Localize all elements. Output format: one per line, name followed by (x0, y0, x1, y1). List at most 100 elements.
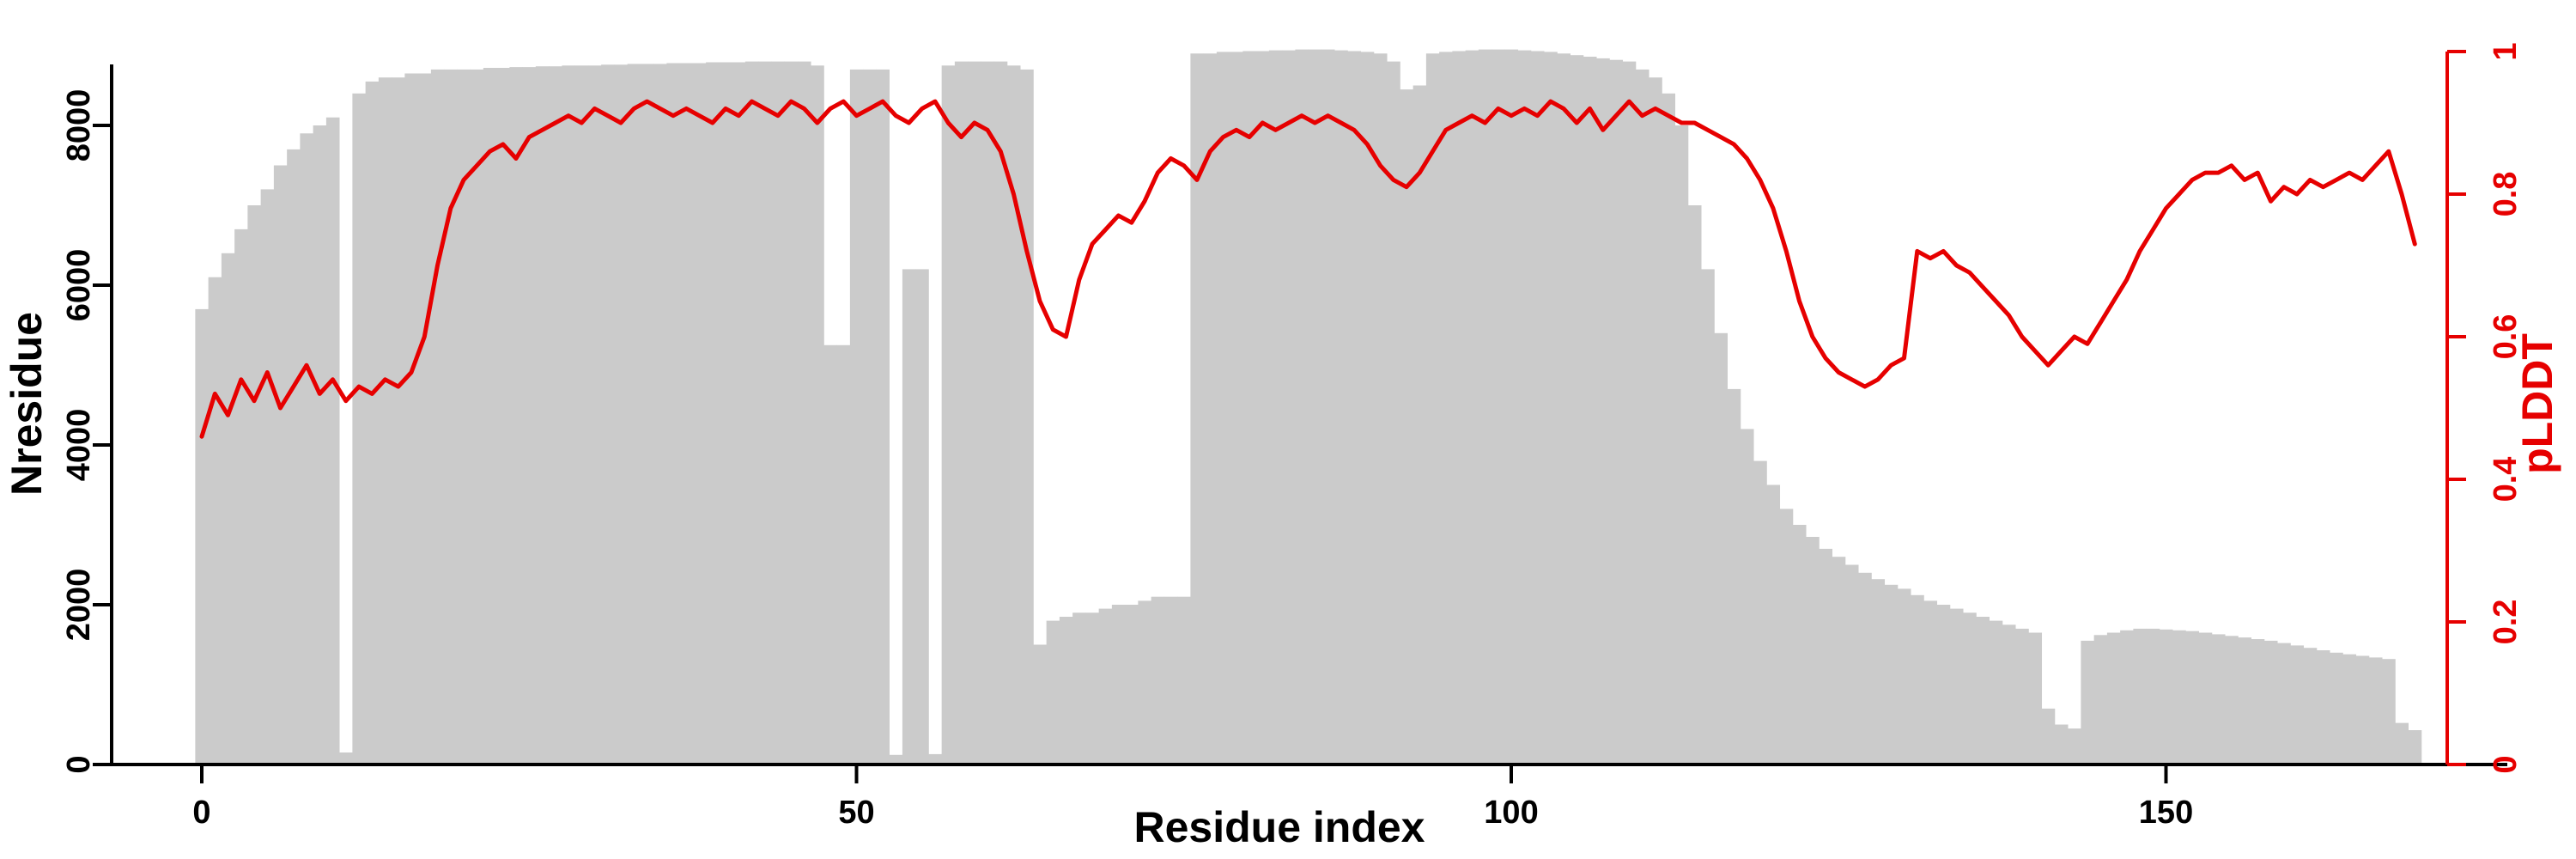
nresidue-bar (300, 133, 314, 765)
nresidue-bars (195, 49, 2422, 765)
nresidue-bar (2395, 722, 2409, 765)
nresidue-bar (1753, 460, 1767, 765)
nresidue-bar (666, 63, 681, 765)
nresidue-bar (1832, 557, 1846, 765)
nresidue-bar (784, 61, 799, 765)
nresidue-bar (1936, 605, 1951, 765)
nresidue-bar (706, 62, 720, 765)
nresidue-bar (2211, 634, 2226, 765)
nresidue-bar (1766, 484, 1781, 765)
nresidue-bar (968, 61, 981, 765)
nresidue-bar (1701, 269, 1715, 765)
axes: 0 50 100 150 0 2000 4000 6000 8000 0 0.2 0.4 0.6 0.8 1 (61, 42, 2524, 831)
nresidue-bar (483, 68, 497, 765)
nresidue-bar (2330, 652, 2343, 765)
nresidue-bar (1504, 49, 1519, 765)
nresidue-bar (902, 269, 916, 765)
nresidue-bar (549, 66, 562, 765)
nresidue-bar (2093, 635, 2108, 765)
right-tick-label: 0.8 (2488, 172, 2524, 217)
nresidue-bar (392, 77, 405, 765)
x-tick-label: 0 (192, 795, 210, 831)
nresidue-bar (1517, 50, 1532, 765)
right-tick-label: 1 (2488, 42, 2524, 60)
nresidue-bar (2106, 632, 2121, 765)
nresidue-bar (1478, 49, 1492, 765)
nresidue-bar (1190, 53, 1205, 765)
nresidue-bar (1557, 53, 1571, 765)
x-tick-label: 150 (2139, 795, 2193, 831)
nresidue-bar (1963, 612, 1977, 765)
nresidue-bar (1308, 49, 1322, 765)
nresidue-bar (378, 77, 392, 765)
nresidue-bar (1792, 525, 1807, 765)
right-axis-title: pLDDT (2513, 333, 2561, 474)
nresidue-bar (1439, 52, 1453, 765)
nresidue-bar (941, 65, 956, 765)
nresidue-bar (2251, 639, 2265, 765)
nresidue-bar (1163, 596, 1178, 765)
nresidue-bar (719, 62, 733, 765)
nresidue-bar (1085, 612, 1100, 765)
nresidue-bar (2068, 728, 2081, 765)
nresidue-bar (889, 754, 903, 765)
plddt-line (199, 99, 2417, 439)
nresidue-bar (2159, 629, 2173, 765)
nresidue-bar (1949, 608, 1964, 765)
nresidue-bar (2225, 636, 2239, 765)
nresidue-bar (1674, 125, 1689, 765)
nresidue-bar (2028, 632, 2043, 765)
nresidue-bar (1072, 612, 1086, 765)
nresidue-bar (1255, 51, 1270, 765)
nresidue-bar (404, 73, 419, 765)
nresidue-bar (587, 65, 602, 765)
nresidue-bar (574, 65, 589, 765)
nresidue-bar (1622, 61, 1637, 765)
nresidue-bar (195, 308, 210, 765)
nresidue-bar (2316, 650, 2330, 765)
x-tick-label: 50 (838, 795, 874, 831)
nresidue-bar (2382, 659, 2396, 765)
nresidue-bar (2408, 730, 2422, 765)
nresidue-bar (981, 61, 995, 765)
left-tick-label: 4000 (61, 409, 97, 482)
nresidue-bar (653, 64, 667, 765)
nresidue-bar (2355, 655, 2370, 765)
nresidue-bar (1125, 605, 1139, 765)
nresidue-bar (1373, 53, 1388, 765)
nresidue-bar (1177, 596, 1191, 765)
nresidue-bar (1884, 584, 1899, 765)
nresidue-bar (2081, 640, 2095, 765)
nresidue-bar (2120, 630, 2134, 765)
nresidue-bar (1321, 49, 1335, 765)
nresidue-bar (2054, 724, 2069, 765)
nresidue-bar (1570, 55, 1584, 765)
nresidue-bar (365, 81, 380, 765)
nresidue-bar (1203, 53, 1218, 765)
nresidue-bar (1714, 332, 1728, 765)
nresidue-bar (1006, 65, 1021, 765)
nresidue-bar (1911, 594, 1924, 765)
nresidue-bar (417, 73, 432, 765)
nresidue-bar (928, 753, 943, 765)
nresidue-bar (849, 69, 864, 765)
nresidue-bar (692, 63, 707, 765)
nresidue-bar (1635, 69, 1649, 765)
nresidue-bar (2263, 640, 2278, 765)
nresidue-bar (1387, 61, 1400, 765)
nresidue-bar (1779, 509, 1794, 765)
nresidue-bar (496, 68, 510, 765)
nresidue-bar (993, 61, 1008, 765)
nresidue-bar (352, 93, 367, 765)
nresidue-bar (247, 205, 262, 765)
nresidue-bar (444, 69, 458, 765)
nresidue-bar (797, 61, 811, 765)
nresidue-bar (325, 117, 340, 765)
right-tick-label: 0 (2488, 755, 2524, 773)
nresidue-bar (1492, 49, 1505, 765)
left-tick-label: 0 (61, 755, 97, 773)
nresidue-bar (470, 69, 484, 765)
nresidue-bar (1295, 49, 1309, 765)
nresidue-bar (1268, 50, 1283, 765)
